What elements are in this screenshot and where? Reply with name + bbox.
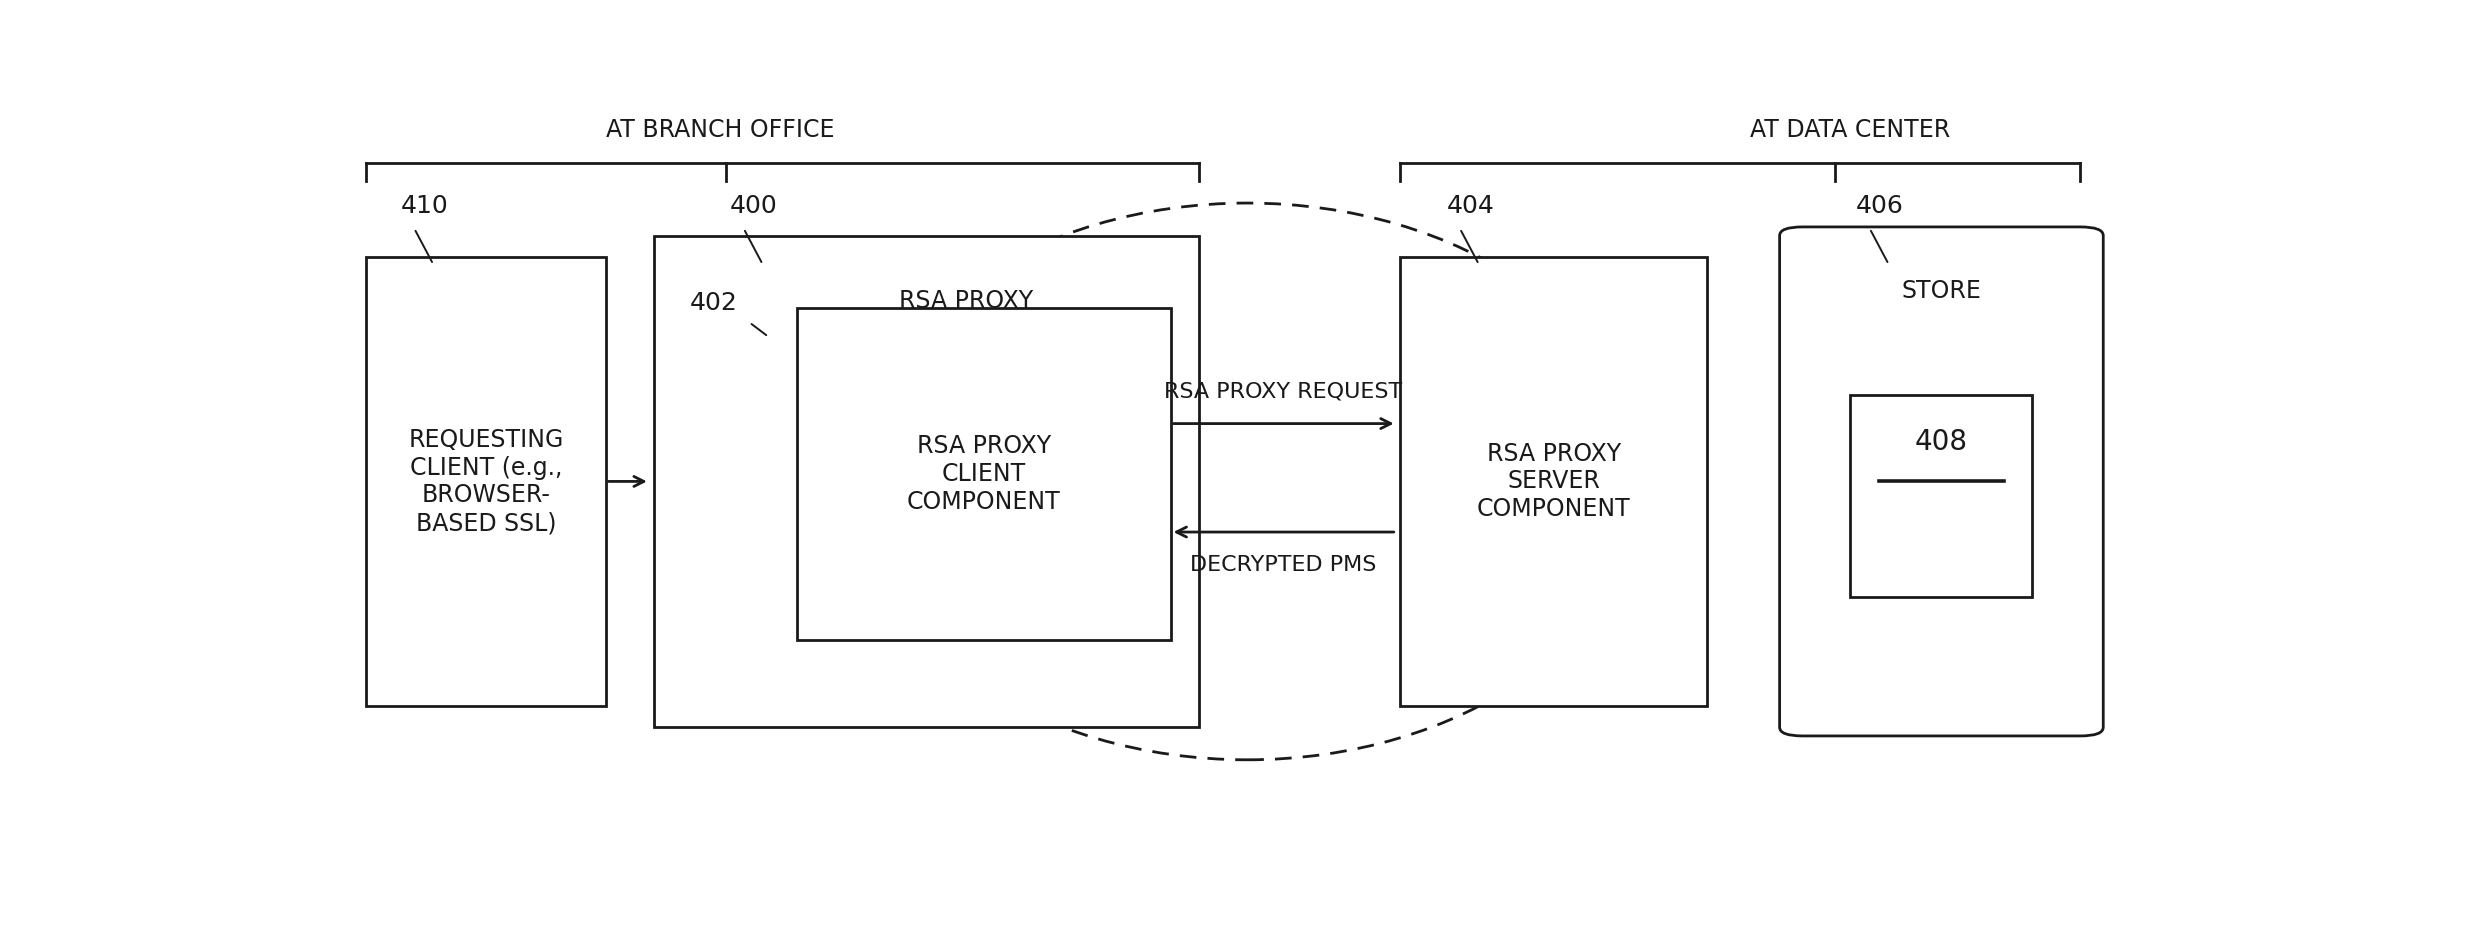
Text: 408: 408	[1915, 427, 1967, 455]
Text: RSA PROXY
SERVER
COMPONENT: RSA PROXY SERVER COMPONENT	[1478, 441, 1631, 521]
Text: 404: 404	[1446, 193, 1495, 218]
Text: REQUESTING
CLIENT (e.g.,
BROWSER-
BASED SSL): REQUESTING CLIENT (e.g., BROWSER- BASED …	[408, 428, 563, 535]
Text: RSA PROXY REQUEST: RSA PROXY REQUEST	[1164, 382, 1404, 402]
Text: RSA PROXY: RSA PROXY	[899, 288, 1033, 313]
Bar	[1851, 394, 2034, 597]
Text: 402: 402	[689, 291, 739, 316]
Text: 406: 406	[1856, 193, 1905, 218]
Text: 410: 410	[400, 193, 450, 218]
Bar	[798, 308, 1171, 640]
Bar	[1401, 257, 1707, 705]
Text: AT DATA CENTER: AT DATA CENTER	[1749, 117, 1950, 142]
Bar	[652, 236, 1198, 727]
Text: STORE: STORE	[1903, 279, 1982, 303]
Bar	[366, 257, 605, 705]
Text: DECRYPTED PMS: DECRYPTED PMS	[1191, 555, 1376, 576]
FancyBboxPatch shape	[1779, 227, 2103, 736]
Text: 400: 400	[731, 193, 778, 218]
Text: RSA PROXY
CLIENT
COMPONENT: RSA PROXY CLIENT COMPONENT	[907, 435, 1060, 514]
Text: AT BRANCH OFFICE: AT BRANCH OFFICE	[605, 117, 835, 142]
